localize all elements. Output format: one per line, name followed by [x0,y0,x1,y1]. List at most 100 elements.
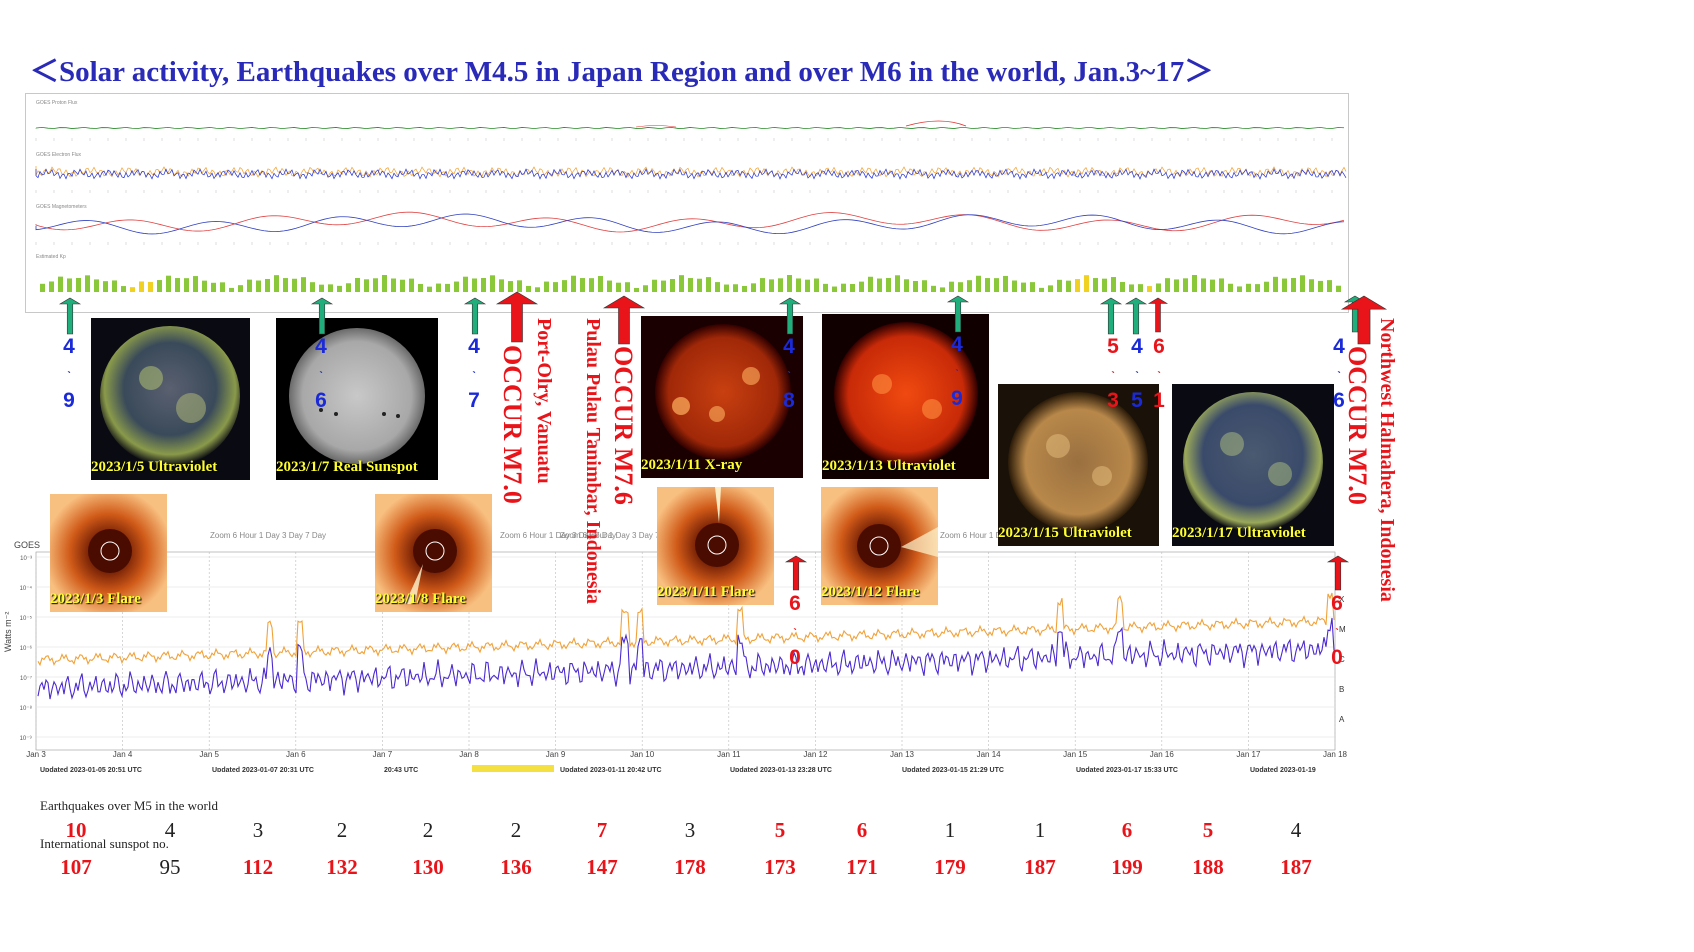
japan-quake-magnitude: 4 ˋ 6 [311,333,331,414]
mag-digit: 9 [63,389,75,412]
kp-bar [409,278,414,292]
kp-bar [1336,285,1341,292]
kp-bar [1282,278,1287,292]
kp-bar [1192,275,1197,292]
kp-bar [283,278,288,292]
kp-bar [1138,284,1143,292]
updated-timestamp: Updated 2023-01-05 20:51 UTC [40,767,142,772]
quake-count-cell: 1 [944,818,956,842]
kp-bar [1165,278,1170,292]
date-tick-label: Jan 15 [1063,750,1088,759]
kp-bar [499,279,504,292]
kp-bar [1003,275,1008,292]
kp-bar [1075,279,1080,292]
kp-bar [850,284,855,292]
quake-count-cell: 4 [1290,818,1302,842]
kp-bar [310,282,315,292]
mag-dot: ˋ [1157,369,1161,383]
sun-image-jan13: 2023/1/13 Ultraviolet [822,314,989,479]
updated-timestamp: Updated 2023-01-15 21:29 UTC [902,767,1004,772]
mag-dot: ˋ [472,369,476,383]
kp-bar [823,283,828,292]
magnetometer-red [35,211,1345,233]
mag-dot: ˋ [793,626,797,640]
electron-flux-orange [35,166,1347,178]
updated-timestamp: Updated 2023-01-13 23:28 UTC [730,767,832,772]
zoom-controls[interactable]: Zoom 6 Hour 1 Day 3 Day 7 Day [500,531,616,540]
kp-bar [94,279,99,292]
kp-bar [220,282,225,292]
date-tick-label: Jan 18 [1323,750,1348,759]
updated-timestamp: 20:43 UTC [384,767,418,772]
kp-bar [256,280,261,292]
zoom-controls[interactable]: Zoom 6 Hour 1 Day 3 Day 7 Day [210,531,326,540]
sunspot-number-cell: 188 [1192,855,1224,879]
mag-digit: 0 [1331,646,1343,669]
quake-count-cell: 1 [1034,818,1046,842]
y-tick-label: 10⁻³ [20,556,32,562]
kp-bar [472,278,477,292]
sunspot-number-cell: 112 [242,855,274,879]
kp-bar [1183,278,1188,292]
date-tick-label: Jan 9 [546,750,566,759]
quake-count-cell: 10 [65,818,87,842]
kp-bar [265,278,270,292]
kp-bar [1246,283,1251,292]
kp-bar [454,281,459,292]
mag-digit: 8 [783,389,795,412]
image-caption: 2023/1/3 Flare [50,591,141,607]
kp-bar [814,278,819,292]
quake-count-cell: 4 [164,818,176,842]
quake-count-cell: 3 [252,818,264,842]
quake-count-cell: 2 [336,818,348,842]
flare-class-label: B [1339,685,1344,694]
kp-bar [85,275,90,292]
kp-bar [841,283,846,292]
kp-bar [634,287,639,292]
updated-timestamp: Updated 2023-01-11 20:42 UTC [560,767,662,772]
kp-bar [589,278,594,292]
zoom-controls[interactable]: Zoom 6 Hour 1 Day 3 Day 7 Day [560,531,676,540]
kp-bar [508,281,513,292]
space-weather-plots: GOES Proton Flux GOES Electron Flux GOES M… [35,100,1347,292]
date-tick-label: Jan 4 [113,750,133,759]
world-quake-small-magnitude: 6 ˋ 0 [1327,590,1347,671]
date-tick-label: Jan 13 [890,750,915,759]
sunspot-number-cell: 130 [412,855,444,879]
mag-digit: 5 [1107,335,1119,358]
kp-bar [1156,283,1161,292]
world-quake-label: OCCUR M7.0 [1343,346,1372,505]
panel-title: Estimated Kp [36,254,66,260]
kp-bar [985,278,990,292]
sun-ultraviolet-green-icon [1183,392,1323,532]
kp-bar [1255,284,1260,292]
kp-bar [103,281,108,292]
mag-digit: 6 [1333,389,1345,412]
updated-timestamp: Updated 2023-01-17 15:33 UTC [1076,767,1178,772]
kp-bar [1021,282,1026,292]
kp-bar [517,280,522,292]
kp-bar [193,276,198,292]
mag-digit: 5 [1131,389,1143,412]
kp-bar [967,280,972,292]
image-caption: 2023/1/15 Ultraviolet [998,525,1132,541]
world-quake-place: Pulau Pulau Tanimbar, Indonesia [582,318,604,605]
kp-bar [328,284,333,292]
y-tick-label: 10⁻⁸ [20,705,33,712]
quake-count-cell: 7 [596,818,608,842]
kp-bar [715,282,720,292]
kp-bar [1273,276,1278,292]
japan-quake-magnitude: 4 ˋ 6 [1329,333,1349,414]
mag-digit: 4 [1333,335,1345,358]
kp-bar [778,278,783,292]
kp-bar [580,278,585,292]
image-caption: 2023/1/12 Flare [821,584,920,600]
date-tick-label: Jan 6 [286,750,306,759]
kp-bar [121,286,126,292]
world-quake-place: Port-Olry, Vanuatu [533,318,555,484]
kp-bar [751,283,756,292]
kp-bar [796,278,801,292]
kp-bar [931,285,936,292]
kp-bar [886,278,891,292]
kp-bar [1327,280,1332,292]
